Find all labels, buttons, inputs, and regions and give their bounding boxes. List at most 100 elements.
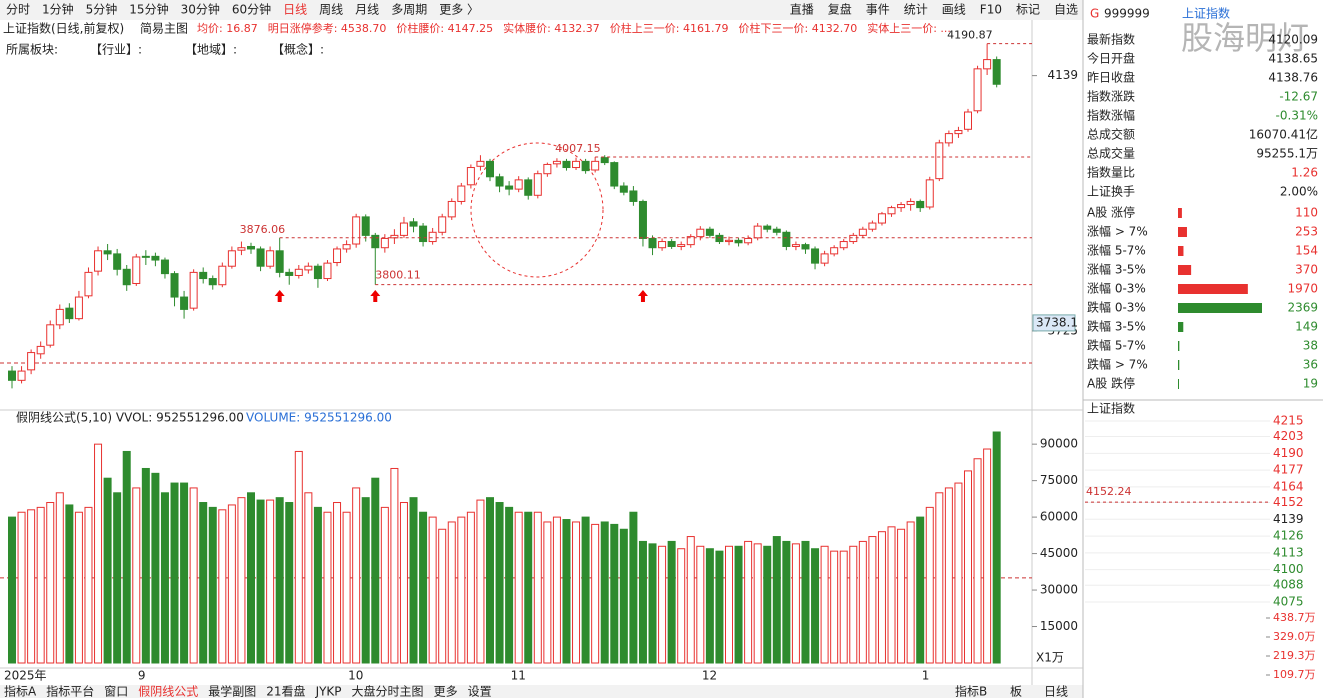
breadth-label: A股 涨停 bbox=[1087, 205, 1135, 220]
candle-body bbox=[983, 59, 992, 70]
candle-body bbox=[514, 179, 523, 190]
candle-body bbox=[275, 250, 284, 273]
volume-bar bbox=[237, 497, 246, 664]
volume-bar bbox=[151, 472, 160, 664]
candle-body bbox=[352, 216, 361, 245]
toolbar-item[interactable]: 1分钟 bbox=[42, 2, 74, 17]
watermark: 股海明灯 bbox=[1181, 19, 1309, 57]
toolbar-item[interactable]: 5分钟 bbox=[86, 2, 118, 17]
tab[interactable]: 假阴线公式 bbox=[138, 685, 198, 698]
toolbar-item[interactable]: 标记 bbox=[1016, 3, 1040, 17]
candle-body bbox=[399, 222, 408, 236]
toolbar-item[interactable]: 统计 bbox=[904, 3, 928, 17]
mini-y-label: 4177 bbox=[1273, 463, 1304, 477]
candle-body bbox=[438, 216, 447, 233]
volume-bar bbox=[648, 543, 657, 664]
volume-bar bbox=[763, 545, 772, 664]
volume-bar bbox=[591, 523, 600, 664]
candle-body bbox=[629, 190, 638, 202]
info-item: 实体腰价: 4132.37 bbox=[503, 21, 600, 35]
volume-bar bbox=[94, 443, 103, 664]
tab[interactable]: 指标平台 bbox=[46, 684, 94, 698]
breadth-bar bbox=[1178, 246, 1184, 256]
ref-label: 4152.24 bbox=[1086, 485, 1132, 498]
breadth-label: 跌幅 3-5% bbox=[1087, 319, 1146, 334]
sector-label: 【概念】: bbox=[272, 42, 324, 57]
candle-body bbox=[619, 185, 628, 193]
y-tick-label: 4139 bbox=[1047, 68, 1078, 82]
toolbar-item[interactable]: 30分钟 bbox=[181, 2, 220, 17]
mini-y-label: 4152 bbox=[1273, 495, 1304, 509]
volume-bar bbox=[46, 502, 55, 664]
volume-bar bbox=[935, 492, 944, 664]
info-item: 实体上三一价: ... bbox=[867, 21, 951, 35]
tab[interactable]: 最学副图 bbox=[208, 684, 256, 698]
tab[interactable]: JYKP bbox=[315, 685, 342, 698]
toolbar-item[interactable]: 日线 bbox=[283, 3, 307, 17]
candle-body bbox=[772, 228, 781, 233]
candle-body bbox=[705, 228, 714, 236]
tab[interactable]: 指标A bbox=[4, 684, 37, 698]
tab[interactable]: 窗口 bbox=[104, 685, 128, 698]
toolbar-item[interactable]: 复盘 bbox=[828, 2, 852, 17]
breadth-bar bbox=[1178, 227, 1187, 237]
toolbar-item[interactable]: 事件 bbox=[866, 3, 890, 17]
candle-body bbox=[600, 157, 609, 164]
toolbar-item[interactable]: 更多 〉 bbox=[439, 3, 479, 17]
volume-bar bbox=[686, 536, 695, 664]
tab[interactable]: 更多 bbox=[434, 685, 458, 698]
candle-body bbox=[763, 225, 772, 230]
toolbar-item[interactable]: 直播 bbox=[790, 3, 814, 17]
toolbar-item[interactable]: 画线 bbox=[942, 3, 966, 17]
tab[interactable]: 日线 bbox=[1044, 685, 1068, 698]
candle-body bbox=[648, 237, 657, 249]
volume-bar bbox=[533, 511, 542, 664]
candle-body bbox=[342, 244, 351, 250]
candle-body bbox=[476, 160, 485, 167]
volume-bar bbox=[27, 509, 36, 664]
volume-bar bbox=[170, 482, 179, 664]
toolbar-item[interactable]: 多周期 bbox=[391, 3, 427, 17]
candle-body bbox=[313, 265, 322, 280]
volume-bar bbox=[830, 550, 839, 664]
toolbar-item[interactable]: 15分钟 bbox=[129, 2, 168, 17]
info-mode: 简易主图 bbox=[140, 22, 188, 36]
toolbar-item[interactable]: 周线 bbox=[319, 3, 343, 17]
breadth-value: 1970 bbox=[1287, 282, 1318, 296]
candle-body bbox=[17, 370, 26, 381]
candle-body bbox=[170, 273, 179, 298]
candle-body bbox=[466, 167, 475, 186]
stat-label: 指数量比 bbox=[1087, 165, 1135, 180]
volume-bar bbox=[304, 492, 313, 664]
toolbar-item[interactable]: 自选 bbox=[1054, 3, 1078, 17]
breadth-bar bbox=[1178, 208, 1182, 218]
volume-bar bbox=[868, 536, 877, 664]
tab[interactable]: 大盘分时主图 bbox=[352, 684, 424, 698]
breadth-value: 19 bbox=[1303, 377, 1318, 391]
volume-bar bbox=[629, 511, 638, 664]
breadth-value: 253 bbox=[1295, 225, 1318, 239]
toolbar-item[interactable]: 分时 bbox=[6, 3, 30, 17]
tab[interactable]: 板 bbox=[1010, 685, 1022, 698]
candle-body bbox=[151, 255, 160, 261]
candle-body bbox=[744, 237, 753, 244]
candle-body bbox=[218, 265, 227, 286]
candle-body bbox=[103, 250, 112, 255]
cursor-label: 3738.1 bbox=[1036, 315, 1078, 329]
candle-body bbox=[591, 160, 600, 171]
volume-bar bbox=[610, 523, 619, 664]
tab[interactable]: 21看盘 bbox=[266, 684, 305, 698]
volume-bar bbox=[409, 497, 418, 664]
volume-bar bbox=[897, 528, 906, 664]
toolbar-item[interactable]: 60分钟 bbox=[232, 2, 271, 17]
volume-bar bbox=[122, 450, 131, 664]
tab[interactable]: 指标B bbox=[955, 684, 987, 698]
tab[interactable]: 设置 bbox=[468, 685, 492, 698]
candle-body bbox=[495, 176, 504, 187]
vol-title: 假阴线公式(5,10) VVOL: 952551296.00 bbox=[16, 411, 244, 425]
toolbar-item[interactable]: F10 bbox=[980, 3, 1002, 17]
breadth-label: A股 跌停 bbox=[1087, 376, 1135, 391]
toolbar-item[interactable]: 月线 bbox=[355, 3, 379, 17]
candle-body bbox=[247, 245, 255, 250]
stat-value: -12.67 bbox=[1279, 90, 1318, 104]
